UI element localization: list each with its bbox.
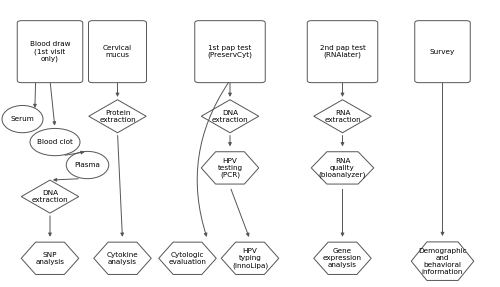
- Text: Plasma: Plasma: [74, 162, 101, 168]
- Text: DNA
extraction: DNA extraction: [32, 190, 68, 203]
- Polygon shape: [314, 100, 371, 133]
- Text: Protein
extraction: Protein extraction: [99, 110, 136, 123]
- Text: Cytologic
evaluation: Cytologic evaluation: [168, 252, 206, 265]
- Text: 1st pap test
(PreservCyt): 1st pap test (PreservCyt): [208, 45, 252, 59]
- FancyBboxPatch shape: [307, 21, 378, 83]
- FancyBboxPatch shape: [88, 21, 146, 83]
- Polygon shape: [221, 242, 279, 274]
- Polygon shape: [94, 242, 151, 274]
- Polygon shape: [21, 180, 79, 213]
- Text: Serum: Serum: [10, 116, 34, 122]
- Text: HPV
typing
(InnoLipa): HPV typing (InnoLipa): [232, 248, 268, 269]
- Text: RNA
extraction: RNA extraction: [324, 110, 361, 123]
- FancyBboxPatch shape: [195, 21, 265, 83]
- Ellipse shape: [2, 106, 43, 133]
- Text: DNA
extraction: DNA extraction: [212, 110, 248, 123]
- Polygon shape: [411, 242, 474, 280]
- FancyBboxPatch shape: [415, 21, 470, 83]
- Polygon shape: [201, 100, 259, 133]
- Text: Demographic
and
behavioral
information: Demographic and behavioral information: [418, 248, 467, 275]
- Polygon shape: [314, 242, 371, 274]
- Text: Gene
expression
analysis: Gene expression analysis: [323, 248, 362, 268]
- Text: Survey: Survey: [430, 49, 455, 55]
- Ellipse shape: [66, 152, 109, 179]
- Polygon shape: [89, 100, 146, 133]
- Text: Cervical
mucus: Cervical mucus: [103, 45, 132, 58]
- Text: SNP
analysis: SNP analysis: [36, 252, 64, 265]
- Polygon shape: [21, 242, 79, 274]
- Text: Blood draw
(1st visit
only): Blood draw (1st visit only): [30, 41, 70, 62]
- Text: RNA
quality
(bioanalyzer): RNA quality (bioanalyzer): [319, 158, 366, 178]
- Polygon shape: [159, 242, 216, 274]
- Ellipse shape: [30, 129, 80, 156]
- FancyBboxPatch shape: [17, 21, 83, 83]
- Polygon shape: [201, 152, 259, 184]
- Text: Blood clot: Blood clot: [37, 139, 73, 145]
- Text: HPV
testing
(PCR): HPV testing (PCR): [218, 158, 242, 178]
- Text: 2nd pap test
(RNAlater): 2nd pap test (RNAlater): [320, 45, 366, 59]
- Text: Cytokine
analysis: Cytokine analysis: [106, 252, 138, 265]
- Polygon shape: [311, 152, 374, 184]
